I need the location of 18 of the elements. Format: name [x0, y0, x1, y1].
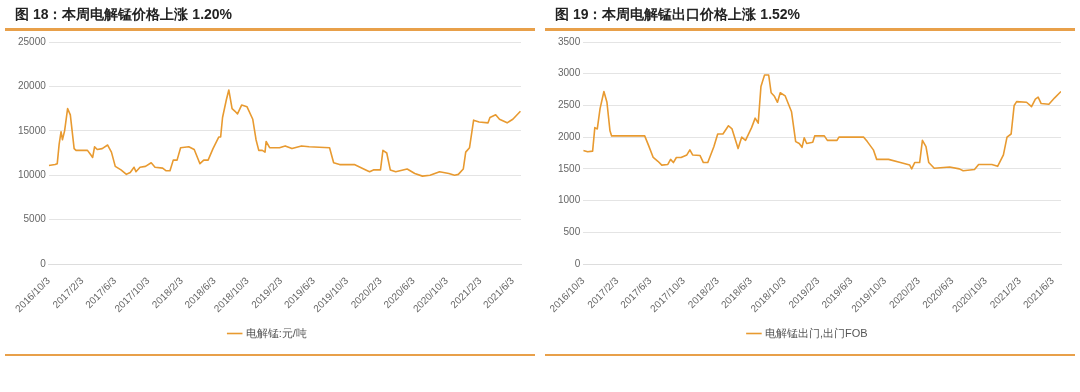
y-tick-label: 0 — [40, 257, 47, 269]
y-tick-label: 1500 — [558, 162, 581, 174]
y-tick-label: 25000 — [18, 35, 47, 47]
y-tick-label: 10000 — [18, 168, 47, 180]
y-tick-label: 5000 — [23, 213, 47, 225]
chart-title: 图 18：本周电解锰价格上涨 1.20% — [5, 0, 535, 31]
y-tick-label: 500 — [563, 226, 581, 238]
chart-title: 图 19：本周电解锰出口价格上涨 1.52% — [545, 0, 1075, 31]
legend-label: 电解锰出门,出门FOB — [764, 326, 868, 339]
y-tick-label: 0 — [574, 257, 581, 269]
legend-label: 电解锰:元/吨 — [245, 326, 307, 339]
y-tick-label: 3000 — [558, 67, 581, 79]
y-tick-label: 1000 — [558, 194, 581, 206]
y-tick-label: 2000 — [558, 130, 581, 142]
y-tick-label: 15000 — [18, 124, 47, 136]
y-tick-label: 20000 — [18, 80, 47, 92]
y-tick-label: 3500 — [558, 35, 581, 47]
y-tick-label: 2500 — [558, 99, 581, 111]
